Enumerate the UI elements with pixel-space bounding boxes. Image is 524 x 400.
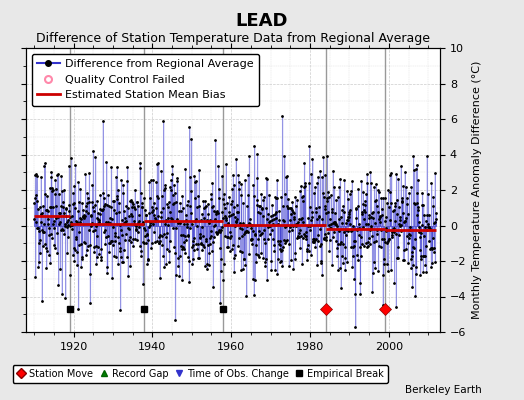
Text: Berkeley Earth: Berkeley Earth [406, 385, 482, 395]
Legend: Station Move, Record Gap, Time of Obs. Change, Empirical Break: Station Move, Record Gap, Time of Obs. C… [13, 365, 388, 382]
Title: Difference of Station Temperature Data from Regional Average: Difference of Station Temperature Data f… [36, 32, 430, 46]
Text: LEAD: LEAD [236, 12, 288, 30]
Y-axis label: Monthly Temperature Anomaly Difference (°C): Monthly Temperature Anomaly Difference (… [472, 61, 482, 319]
